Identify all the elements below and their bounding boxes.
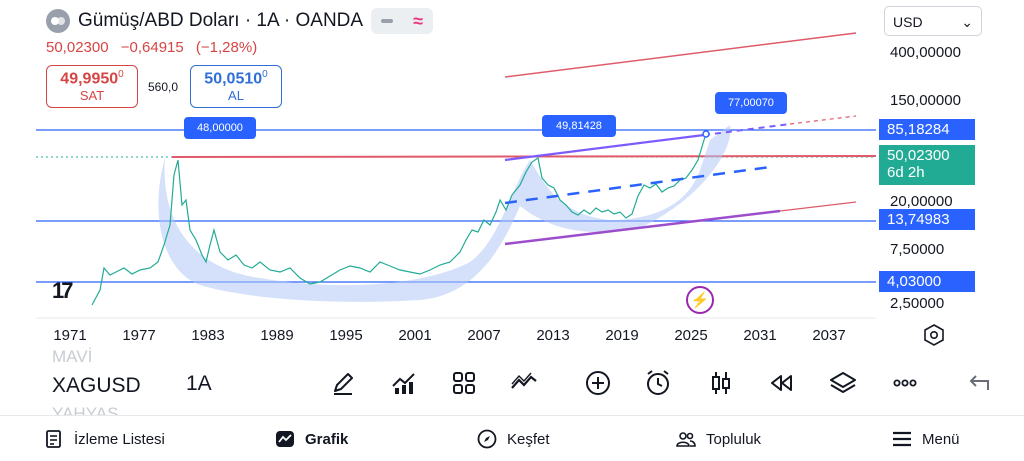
status-pill[interactable]: ≈ [371, 8, 434, 34]
time-axis-label: 2037 [812, 327, 846, 344]
interval-button[interactable]: 1A [186, 372, 212, 395]
community-icon [676, 432, 696, 447]
price-tag-level-1: 85,18284 [879, 119, 975, 140]
tradingview-logo-icon: 17 [52, 278, 74, 303]
callout-high-1980[interactable]: 48,00000 [184, 117, 256, 139]
time-axis-label: 2019 [605, 327, 639, 344]
nav-community-label: Topluluk [706, 430, 762, 448]
callout-target[interactable]: 77,00070 [715, 92, 787, 114]
symbol-ticker[interactable]: XAGUSD [52, 374, 141, 397]
replay-icon[interactable] [767, 368, 797, 398]
price-tag-level-3: 4,03000 [879, 271, 975, 292]
price-series [91, 133, 707, 306]
pencil-icon[interactable] [328, 368, 358, 398]
more-icon[interactable] [890, 368, 920, 398]
currency-value: USD [893, 14, 923, 30]
cup-highlight [158, 125, 731, 302]
lightning-icon[interactable]: ⚡ [686, 286, 714, 314]
nav-menu-label: Menü [922, 430, 960, 448]
nav-explore-label: Keşfet [507, 430, 550, 448]
chevron-down-icon: ⌄ [961, 14, 973, 30]
long-trend-line [504, 32, 857, 78]
symbol-title: Gümüş/ABD Doları · 1A · OANDA [78, 10, 364, 31]
hamburger-icon [893, 431, 911, 447]
watchlist-prev-symbol[interactable]: MAVİ [52, 347, 93, 366]
channel-upper-projection [703, 123, 791, 136]
chart-area[interactable]: Gümüş/ABD Doları · 1A · OANDA ≈ 50,02300… [0, 0, 1024, 350]
symbol-logo [46, 9, 70, 33]
delayed-data-icon: ≈ [413, 11, 424, 31]
chart-icon [276, 431, 294, 447]
current-price-tag: 50,02300 6d 2h [879, 145, 975, 185]
time-axis-label: 2013 [536, 327, 570, 344]
double-top-line [171, 155, 877, 158]
price-summary: 50,02300 −0,64915 (−1,28%) [46, 39, 265, 56]
drawings-icon[interactable] [509, 368, 539, 398]
symbol-header[interactable]: Gümüş/ABD Doları · 1A · OANDA ≈ [46, 8, 434, 34]
layouts-icon[interactable] [449, 368, 479, 398]
nav-chart-label: Grafik [305, 430, 349, 448]
channel-upper-ext [789, 115, 857, 125]
alert-icon[interactable] [643, 368, 673, 398]
nav-explore[interactable]: Keşfet [477, 429, 550, 449]
sell-price-pip: 0 [118, 69, 124, 80]
time-axis-label: 1971 [53, 327, 87, 344]
time-axis-label: 1989 [260, 327, 294, 344]
buy-button[interactable]: 50,05100 AL [190, 65, 282, 108]
buy-price-pip: 0 [262, 69, 268, 80]
time-axis-label: 1977 [122, 327, 156, 344]
nav-menu[interactable]: Menü [892, 429, 960, 449]
time-axis-label: 1995 [329, 327, 363, 344]
price-axis-label: 150,00000 [890, 92, 961, 109]
candle-type-icon[interactable] [706, 368, 736, 398]
layers-icon[interactable] [828, 368, 858, 398]
buy-price: 50,0510 [204, 70, 263, 88]
bar-countdown: 6d 2h [887, 164, 925, 181]
time-axis-label: 2031 [743, 327, 777, 344]
price-axis-label: 7,50000 [890, 241, 945, 258]
nav-chart[interactable]: Grafik [275, 429, 348, 449]
price-axis-label: 2,50000 [890, 295, 945, 312]
settings-icon[interactable] [922, 323, 946, 347]
currency-select[interactable]: USD ⌄ [884, 6, 982, 36]
sell-price: 49,9950 [60, 70, 119, 88]
price-tag-level-2: 13,74983 [879, 209, 975, 230]
price-change-pct: (−1,28%) [195, 39, 258, 56]
bottom-nav: İzleme Listesi Grafik Keşfet Topluluk Me… [0, 415, 1024, 461]
sell-label: SAT [79, 88, 105, 104]
spread-value: 560,0 [148, 80, 179, 94]
undo-icon[interactable] [963, 368, 993, 398]
add-icon[interactable] [583, 368, 613, 398]
time-axis-label: 2001 [398, 327, 432, 344]
sell-button[interactable]: 49,99500 SAT [46, 65, 138, 108]
market-closed-icon [381, 19, 394, 23]
callout-high-2011[interactable]: 49,81428 [542, 115, 616, 137]
time-axis-label: 2007 [467, 327, 501, 344]
bottom-toolbar: MAVİ XAGUSD YAHYAS 1A [0, 347, 1024, 423]
last-price: 50,02300 [46, 39, 109, 56]
nav-watchlist[interactable]: İzleme Listesi [44, 429, 165, 449]
channel-lower-ext [779, 201, 857, 212]
nav-watchlist-label: İzleme Listesi [74, 430, 165, 448]
watchlist-icon [46, 430, 61, 448]
target-anchor [702, 130, 710, 138]
price-axis-label: 20,00000 [890, 193, 953, 210]
channel-upper [504, 133, 705, 162]
current-price-value: 50,02300 [887, 147, 950, 164]
time-axis-label: 2025 [674, 327, 708, 344]
indicators-icon[interactable] [389, 368, 419, 398]
nav-community[interactable]: Topluluk [676, 429, 761, 449]
price-axis-label: 400,00000 [890, 44, 961, 61]
channel-lower [504, 209, 781, 246]
compass-icon [477, 429, 497, 449]
channel-middle [504, 165, 771, 205]
price-change: −0,64915 [120, 39, 184, 56]
time-axis-label: 1983 [191, 327, 225, 344]
price-chart[interactable] [0, 0, 1024, 350]
buy-label: AL [228, 88, 244, 104]
